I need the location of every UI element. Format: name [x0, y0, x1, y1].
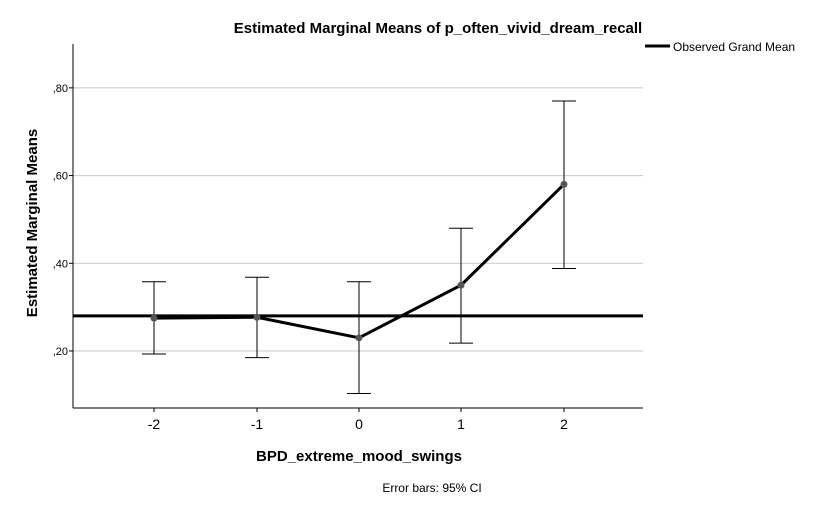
x-tick-label: 1	[457, 416, 465, 432]
x-tick-labels: -2 -1 0 1 2	[148, 416, 568, 432]
x-tick-label: 0	[355, 416, 363, 432]
data-point	[560, 180, 568, 188]
x-tick-label: 2	[560, 416, 568, 432]
chart-title: Estimated Marginal Means of p_often_vivi…	[234, 20, 642, 37]
data-point	[150, 314, 158, 322]
y-tick-label: ,60	[53, 171, 68, 183]
legend-label: Observed Grand Mean	[673, 40, 795, 54]
y-axis-title: Estimated Marginal Means	[24, 129, 41, 317]
error-bars	[142, 100, 576, 395]
x-tick-label: -2	[148, 416, 161, 432]
error-bar-note: Error bars: 95% CI	[382, 481, 481, 495]
data-point	[457, 281, 465, 289]
x-axis-title: BPD_extreme_mood_swings	[256, 448, 462, 465]
grid-layer	[73, 87, 643, 352]
markers	[150, 180, 568, 342]
x-tick-label: -1	[251, 416, 264, 432]
y-tick-label: ,20	[53, 346, 68, 358]
y-tick-labels: ,20 ,40 ,60 ,80	[53, 83, 68, 358]
y-tick-label: ,40	[53, 258, 68, 270]
legend: Observed Grand Mean	[645, 40, 795, 54]
data-point	[253, 313, 261, 321]
y-tick-label: ,80	[53, 83, 68, 95]
data-point	[355, 334, 363, 342]
axes-layer	[69, 44, 643, 412]
